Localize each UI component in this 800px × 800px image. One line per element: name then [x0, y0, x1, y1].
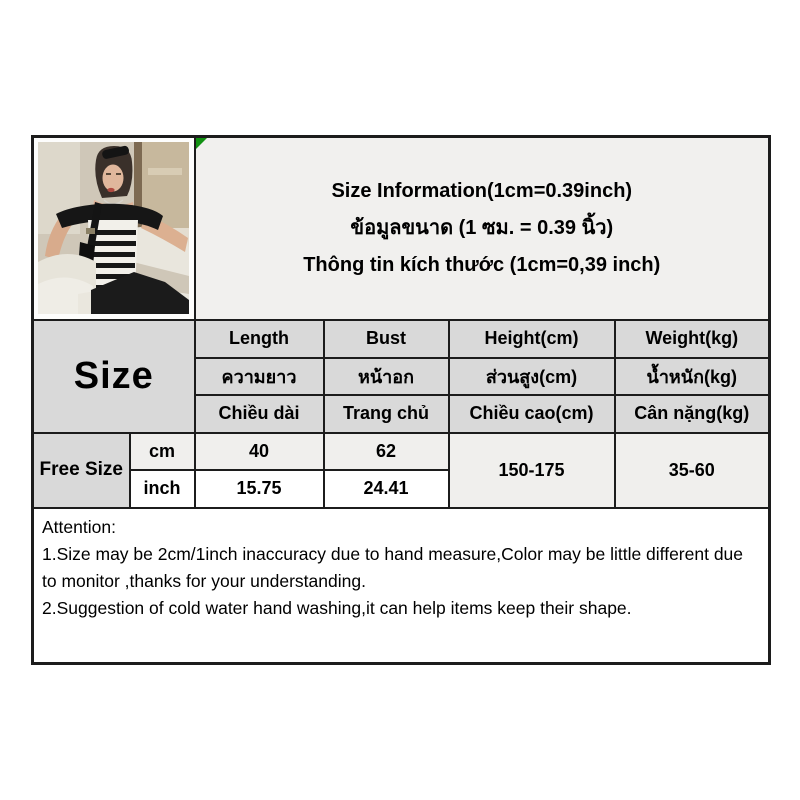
header-height-en: Height(cm): [447, 318, 616, 359]
unit-cm-label: cm: [128, 431, 196, 471]
value-bust-cm: 62: [322, 431, 450, 471]
header-height-th: ส่วนสูง(cm): [447, 356, 616, 396]
header-bust-en: Bust: [322, 318, 450, 359]
header-weight-vi: Cân nặng(kg): [613, 393, 771, 434]
header-weight-en: Weight(kg): [613, 318, 771, 359]
attention-note-2: 2.Suggestion of cold water hand washing,…: [42, 597, 632, 618]
value-weight-range: 35-60: [613, 431, 771, 509]
size-corner-label: Size: [31, 318, 196, 434]
size-info-header-cell: Size Information(1cm=0.39inch) ข้อมูลขนา…: [193, 135, 771, 321]
header-length-vi: Chiều dài: [193, 393, 325, 434]
size-info-title-th: ข้อมูลขนาด (1 ซม. = 0.39 นิ้ว): [350, 216, 614, 239]
excel-corner-marker-icon: [196, 138, 207, 149]
attention-notes-cell: Attention: 1.Size may be 2cm/1inch inacc…: [31, 506, 771, 665]
header-height-vi: Chiều cao(cm): [447, 393, 616, 434]
header-length-en: Length: [193, 318, 325, 359]
value-length-inch: 15.75: [193, 468, 325, 509]
header-bust-th: หน้าอก: [322, 356, 450, 396]
unit-inch-label: inch: [128, 468, 196, 509]
model-photo: [38, 142, 190, 315]
attention-title: Attention:: [42, 516, 116, 537]
value-length-cm: 40: [193, 431, 325, 471]
header-length-th: ความยาว: [193, 356, 325, 396]
header-weight-th: น้ำหนัก(kg): [613, 356, 771, 396]
size-info-title-vi: Thông tin kích thước (1cm=0,39 inch): [303, 253, 661, 276]
value-height-range: 150-175: [447, 431, 616, 509]
header-bust-vi: Trang chủ: [322, 393, 450, 434]
size-info-table: Size Information(1cm=0.39inch) ข้อมูลขนา…: [31, 135, 772, 665]
attention-note-1: 1.Size may be 2cm/1inch inaccuracy due t…: [42, 543, 744, 591]
row-label-free-size: Free Size: [31, 431, 131, 509]
size-info-title-en: Size Information(1cm=0.39inch): [331, 179, 633, 202]
product-photo-cell: [31, 135, 196, 321]
value-bust-inch: 24.41: [322, 468, 450, 509]
